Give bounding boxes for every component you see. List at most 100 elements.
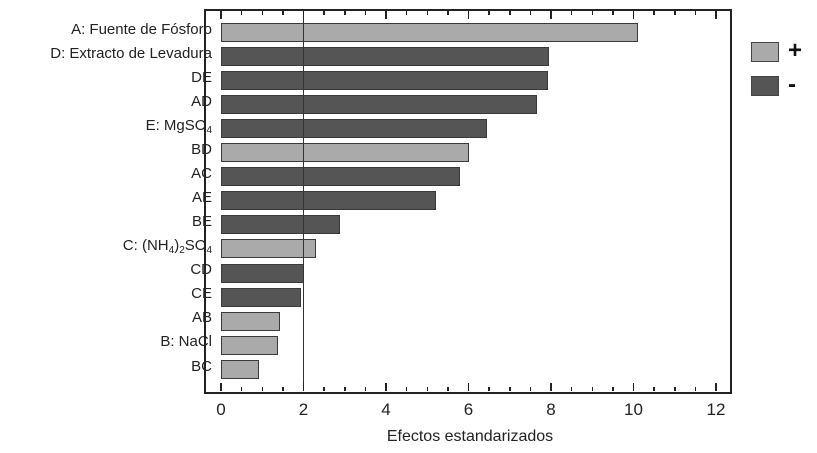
tick-mark: [653, 387, 655, 391]
bar: [221, 47, 549, 67]
tick-mark: [240, 11, 243, 15]
tick-mark: [694, 11, 697, 15]
bar: [221, 311, 280, 331]
bar: [221, 143, 469, 163]
tick-mark: [612, 387, 614, 391]
tick-mark: [632, 383, 635, 391]
plot-area: [204, 9, 732, 394]
bar: [221, 359, 259, 379]
label-text: CD: [190, 261, 212, 278]
x-tick-label: 0: [216, 400, 226, 419]
tick-mark: [467, 383, 470, 391]
x-tick-label: 6: [463, 400, 474, 419]
x-tick-label: 2: [298, 400, 309, 419]
tick-mark: [467, 11, 470, 19]
tick-mark: [261, 387, 263, 391]
tick-mark: [385, 383, 387, 391]
label-text: B: NaCl: [160, 333, 212, 350]
bar: [221, 263, 304, 283]
tick-mark: [653, 11, 655, 15]
label-subscript: 4: [168, 245, 175, 256]
tick-mark: [344, 387, 346, 391]
bar: [221, 215, 340, 235]
label-de: DE: [191, 69, 212, 86]
tick-mark: [674, 387, 676, 391]
bar: [221, 71, 549, 91]
tick-mark: [509, 11, 511, 15]
label-ce: CE: [191, 285, 212, 302]
tick-mark: [447, 387, 449, 391]
label-cd: CD: [190, 261, 212, 278]
tick-mark: [240, 387, 243, 391]
legend-swatch-positive: [751, 42, 779, 62]
label-c: C: (NH4)2SO4: [123, 237, 212, 256]
tick-mark: [694, 387, 697, 391]
label-d: D: Extracto de Levadura: [50, 45, 212, 62]
tick-mark: [674, 11, 676, 15]
tick-mark: [220, 11, 222, 19]
label-a: A: Fuente de Fósforo: [71, 21, 212, 38]
tick-mark: [612, 11, 614, 15]
label-text: A: Fuente de Fósforo: [71, 21, 212, 38]
tick-mark: [488, 11, 490, 15]
tick-mark: [715, 383, 717, 391]
label-text: BC: [191, 358, 212, 375]
tick-mark: [364, 11, 367, 15]
label-subscript: 2: [179, 245, 185, 256]
tick-mark: [220, 383, 222, 391]
label-text: AE: [191, 189, 212, 206]
label-text: C: (NH: [122, 237, 169, 254]
bar: [221, 287, 301, 307]
label-ab: AB: [192, 309, 212, 326]
x-tick-label: 4: [381, 400, 391, 419]
label-text: ): [174, 237, 180, 254]
bar: [221, 23, 638, 42]
label-bc: BC: [191, 358, 212, 375]
tick-mark: [570, 11, 573, 15]
label-text: E: MgSO: [145, 117, 207, 134]
tick-mark: [405, 387, 408, 391]
tick-mark: [570, 387, 573, 391]
tick-mark: [632, 11, 635, 19]
label-be: BE: [192, 213, 212, 230]
bar: [221, 95, 537, 115]
tick-mark: [550, 383, 552, 391]
tick-mark: [715, 11, 717, 19]
tick-mark: [282, 387, 284, 391]
label-subscript: 4: [206, 125, 212, 136]
label-ad: AD: [191, 93, 212, 110]
tick-mark: [529, 11, 532, 15]
tick-mark: [591, 11, 593, 15]
x-axis-title: Efectos estandarizados: [386, 428, 554, 445]
bar: [221, 191, 436, 211]
tick-mark: [405, 11, 408, 15]
label-text: CE: [191, 285, 212, 302]
tick-mark: [529, 387, 532, 391]
tick-mark: [509, 387, 511, 391]
tick-mark: [385, 11, 387, 19]
x-tick-label: 10: [624, 400, 643, 419]
label-ac: AC: [191, 165, 212, 182]
label-e: E: MgSO4: [146, 117, 212, 136]
legend-label-negative: -: [788, 71, 796, 98]
tick-mark: [488, 387, 490, 391]
label-text: DE: [191, 69, 212, 86]
x-tick-label: 8: [546, 400, 556, 419]
label-text: BD: [191, 141, 212, 158]
label-text: D: Extracto de Levadura: [50, 45, 212, 62]
tick-mark: [302, 11, 305, 19]
label-text: AD: [191, 93, 212, 110]
tick-mark: [550, 11, 552, 19]
label-text: BE: [191, 213, 212, 230]
tick-mark: [591, 387, 593, 391]
tick-mark: [323, 387, 325, 391]
tick-mark: [447, 11, 449, 15]
tick-mark: [344, 11, 346, 15]
tick-mark: [426, 11, 428, 15]
tick-mark: [364, 387, 367, 391]
tick-mark: [302, 383, 305, 391]
significance-reference-line: [302, 11, 305, 391]
tick-mark: [261, 11, 263, 15]
bar: [221, 167, 461, 187]
